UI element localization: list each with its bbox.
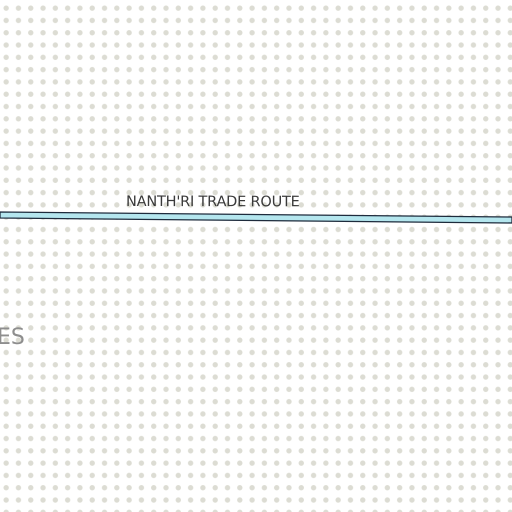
trade-route-band xyxy=(0,211,512,224)
region-label-partial: ES xyxy=(0,325,25,350)
trade-route-label: NANTH'RI TRADE ROUTE xyxy=(125,194,300,211)
